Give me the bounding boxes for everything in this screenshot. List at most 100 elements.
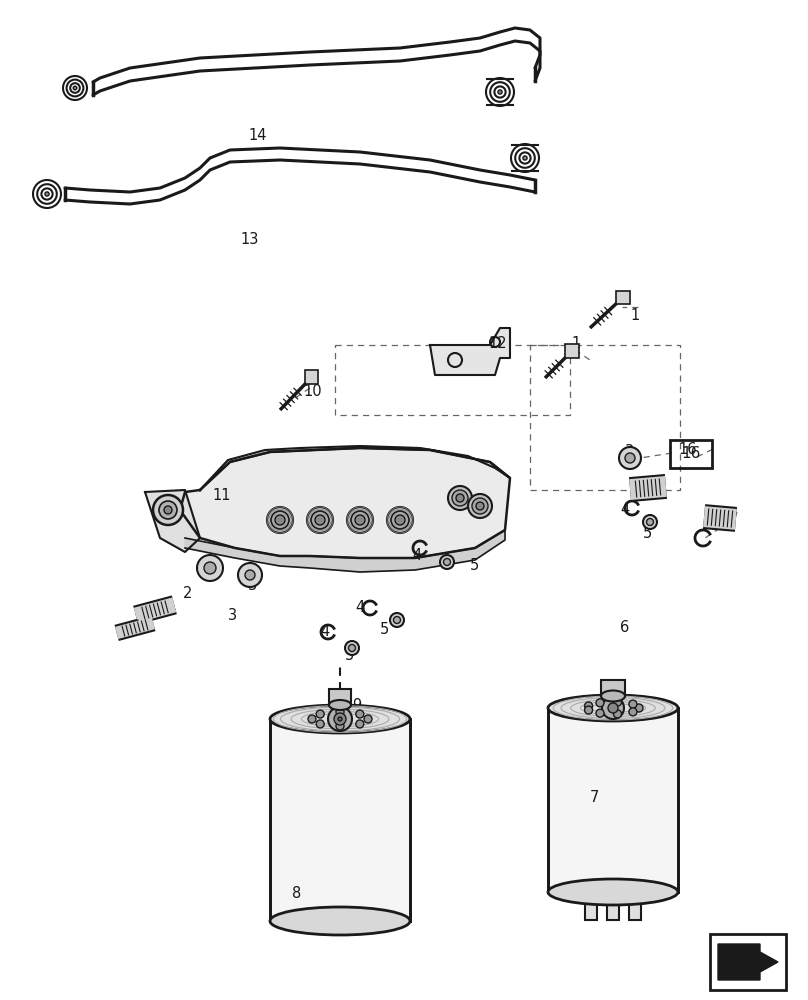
Circle shape: [311, 511, 329, 529]
Bar: [329, 689, 351, 705]
Text: 8: 8: [292, 886, 301, 900]
Text: 3: 3: [248, 578, 257, 592]
Circle shape: [498, 90, 502, 94]
Text: 5: 5: [380, 622, 389, 638]
Text: 5: 5: [470, 558, 479, 572]
Circle shape: [608, 703, 618, 713]
Circle shape: [440, 555, 454, 569]
Circle shape: [625, 453, 635, 463]
Circle shape: [356, 710, 364, 718]
Circle shape: [307, 507, 333, 533]
Circle shape: [619, 447, 641, 469]
Circle shape: [336, 708, 344, 716]
Bar: [585, 892, 597, 920]
Circle shape: [584, 706, 592, 714]
Circle shape: [643, 515, 657, 529]
Text: 2: 2: [183, 586, 192, 601]
Circle shape: [364, 715, 372, 723]
Ellipse shape: [270, 705, 410, 733]
Circle shape: [316, 720, 324, 728]
Circle shape: [164, 506, 172, 514]
Circle shape: [452, 490, 468, 506]
Circle shape: [204, 562, 216, 574]
Circle shape: [635, 704, 643, 712]
Bar: [601, 680, 625, 696]
Circle shape: [629, 700, 637, 708]
Circle shape: [153, 495, 183, 525]
Circle shape: [245, 570, 255, 580]
Circle shape: [348, 645, 356, 652]
Text: 5: 5: [643, 526, 652, 540]
Circle shape: [336, 722, 344, 730]
Bar: [607, 892, 619, 920]
Text: 6: 6: [620, 619, 629, 635]
Text: 1: 1: [571, 336, 580, 351]
Text: 5: 5: [345, 648, 354, 662]
Circle shape: [197, 555, 223, 581]
Polygon shape: [145, 490, 200, 552]
Circle shape: [390, 613, 404, 627]
FancyBboxPatch shape: [565, 344, 579, 358]
Circle shape: [646, 518, 654, 526]
Circle shape: [476, 502, 484, 510]
Polygon shape: [200, 446, 510, 490]
Ellipse shape: [548, 695, 678, 721]
Circle shape: [316, 710, 324, 718]
Text: 4: 4: [320, 624, 329, 640]
Circle shape: [391, 511, 409, 529]
Text: 17: 17: [720, 512, 739, 528]
Circle shape: [238, 563, 262, 587]
Circle shape: [596, 709, 604, 717]
Polygon shape: [180, 448, 510, 558]
Circle shape: [328, 707, 352, 731]
Circle shape: [355, 515, 365, 525]
Text: 10: 10: [303, 384, 322, 399]
Ellipse shape: [329, 700, 351, 710]
Circle shape: [468, 494, 492, 518]
Circle shape: [584, 702, 592, 710]
Polygon shape: [718, 944, 778, 980]
Polygon shape: [430, 328, 510, 375]
Text: 3: 3: [228, 607, 237, 622]
Circle shape: [271, 511, 289, 529]
Circle shape: [345, 641, 359, 655]
Ellipse shape: [548, 879, 678, 905]
Circle shape: [347, 507, 373, 533]
Text: 4: 4: [412, 548, 421, 564]
Bar: [629, 892, 641, 920]
Circle shape: [74, 86, 77, 90]
Circle shape: [356, 720, 364, 728]
Circle shape: [444, 558, 451, 566]
FancyBboxPatch shape: [305, 370, 318, 384]
Circle shape: [523, 156, 527, 160]
Text: 11: 11: [212, 488, 230, 502]
Text: 9: 9: [352, 698, 361, 714]
Text: 7: 7: [590, 790, 600, 806]
Circle shape: [315, 515, 325, 525]
Circle shape: [629, 708, 637, 716]
Circle shape: [613, 710, 621, 718]
Text: 3: 3: [625, 444, 634, 460]
Circle shape: [45, 192, 49, 196]
Circle shape: [395, 515, 405, 525]
Circle shape: [472, 498, 488, 514]
Ellipse shape: [329, 692, 351, 702]
Text: 4: 4: [620, 502, 629, 518]
Text: 16: 16: [681, 446, 701, 462]
Polygon shape: [185, 530, 505, 572]
Circle shape: [159, 501, 177, 519]
Text: 13: 13: [240, 232, 259, 247]
Bar: [548, 708, 678, 892]
Circle shape: [267, 507, 293, 533]
FancyBboxPatch shape: [616, 291, 629, 304]
Text: 14: 14: [248, 127, 267, 142]
Circle shape: [351, 511, 369, 529]
Ellipse shape: [601, 690, 625, 702]
Circle shape: [613, 698, 621, 706]
Circle shape: [308, 715, 316, 723]
Circle shape: [596, 699, 604, 707]
Ellipse shape: [270, 907, 410, 935]
Circle shape: [393, 616, 401, 624]
Text: 16: 16: [678, 442, 696, 458]
Text: 1: 1: [630, 308, 639, 324]
